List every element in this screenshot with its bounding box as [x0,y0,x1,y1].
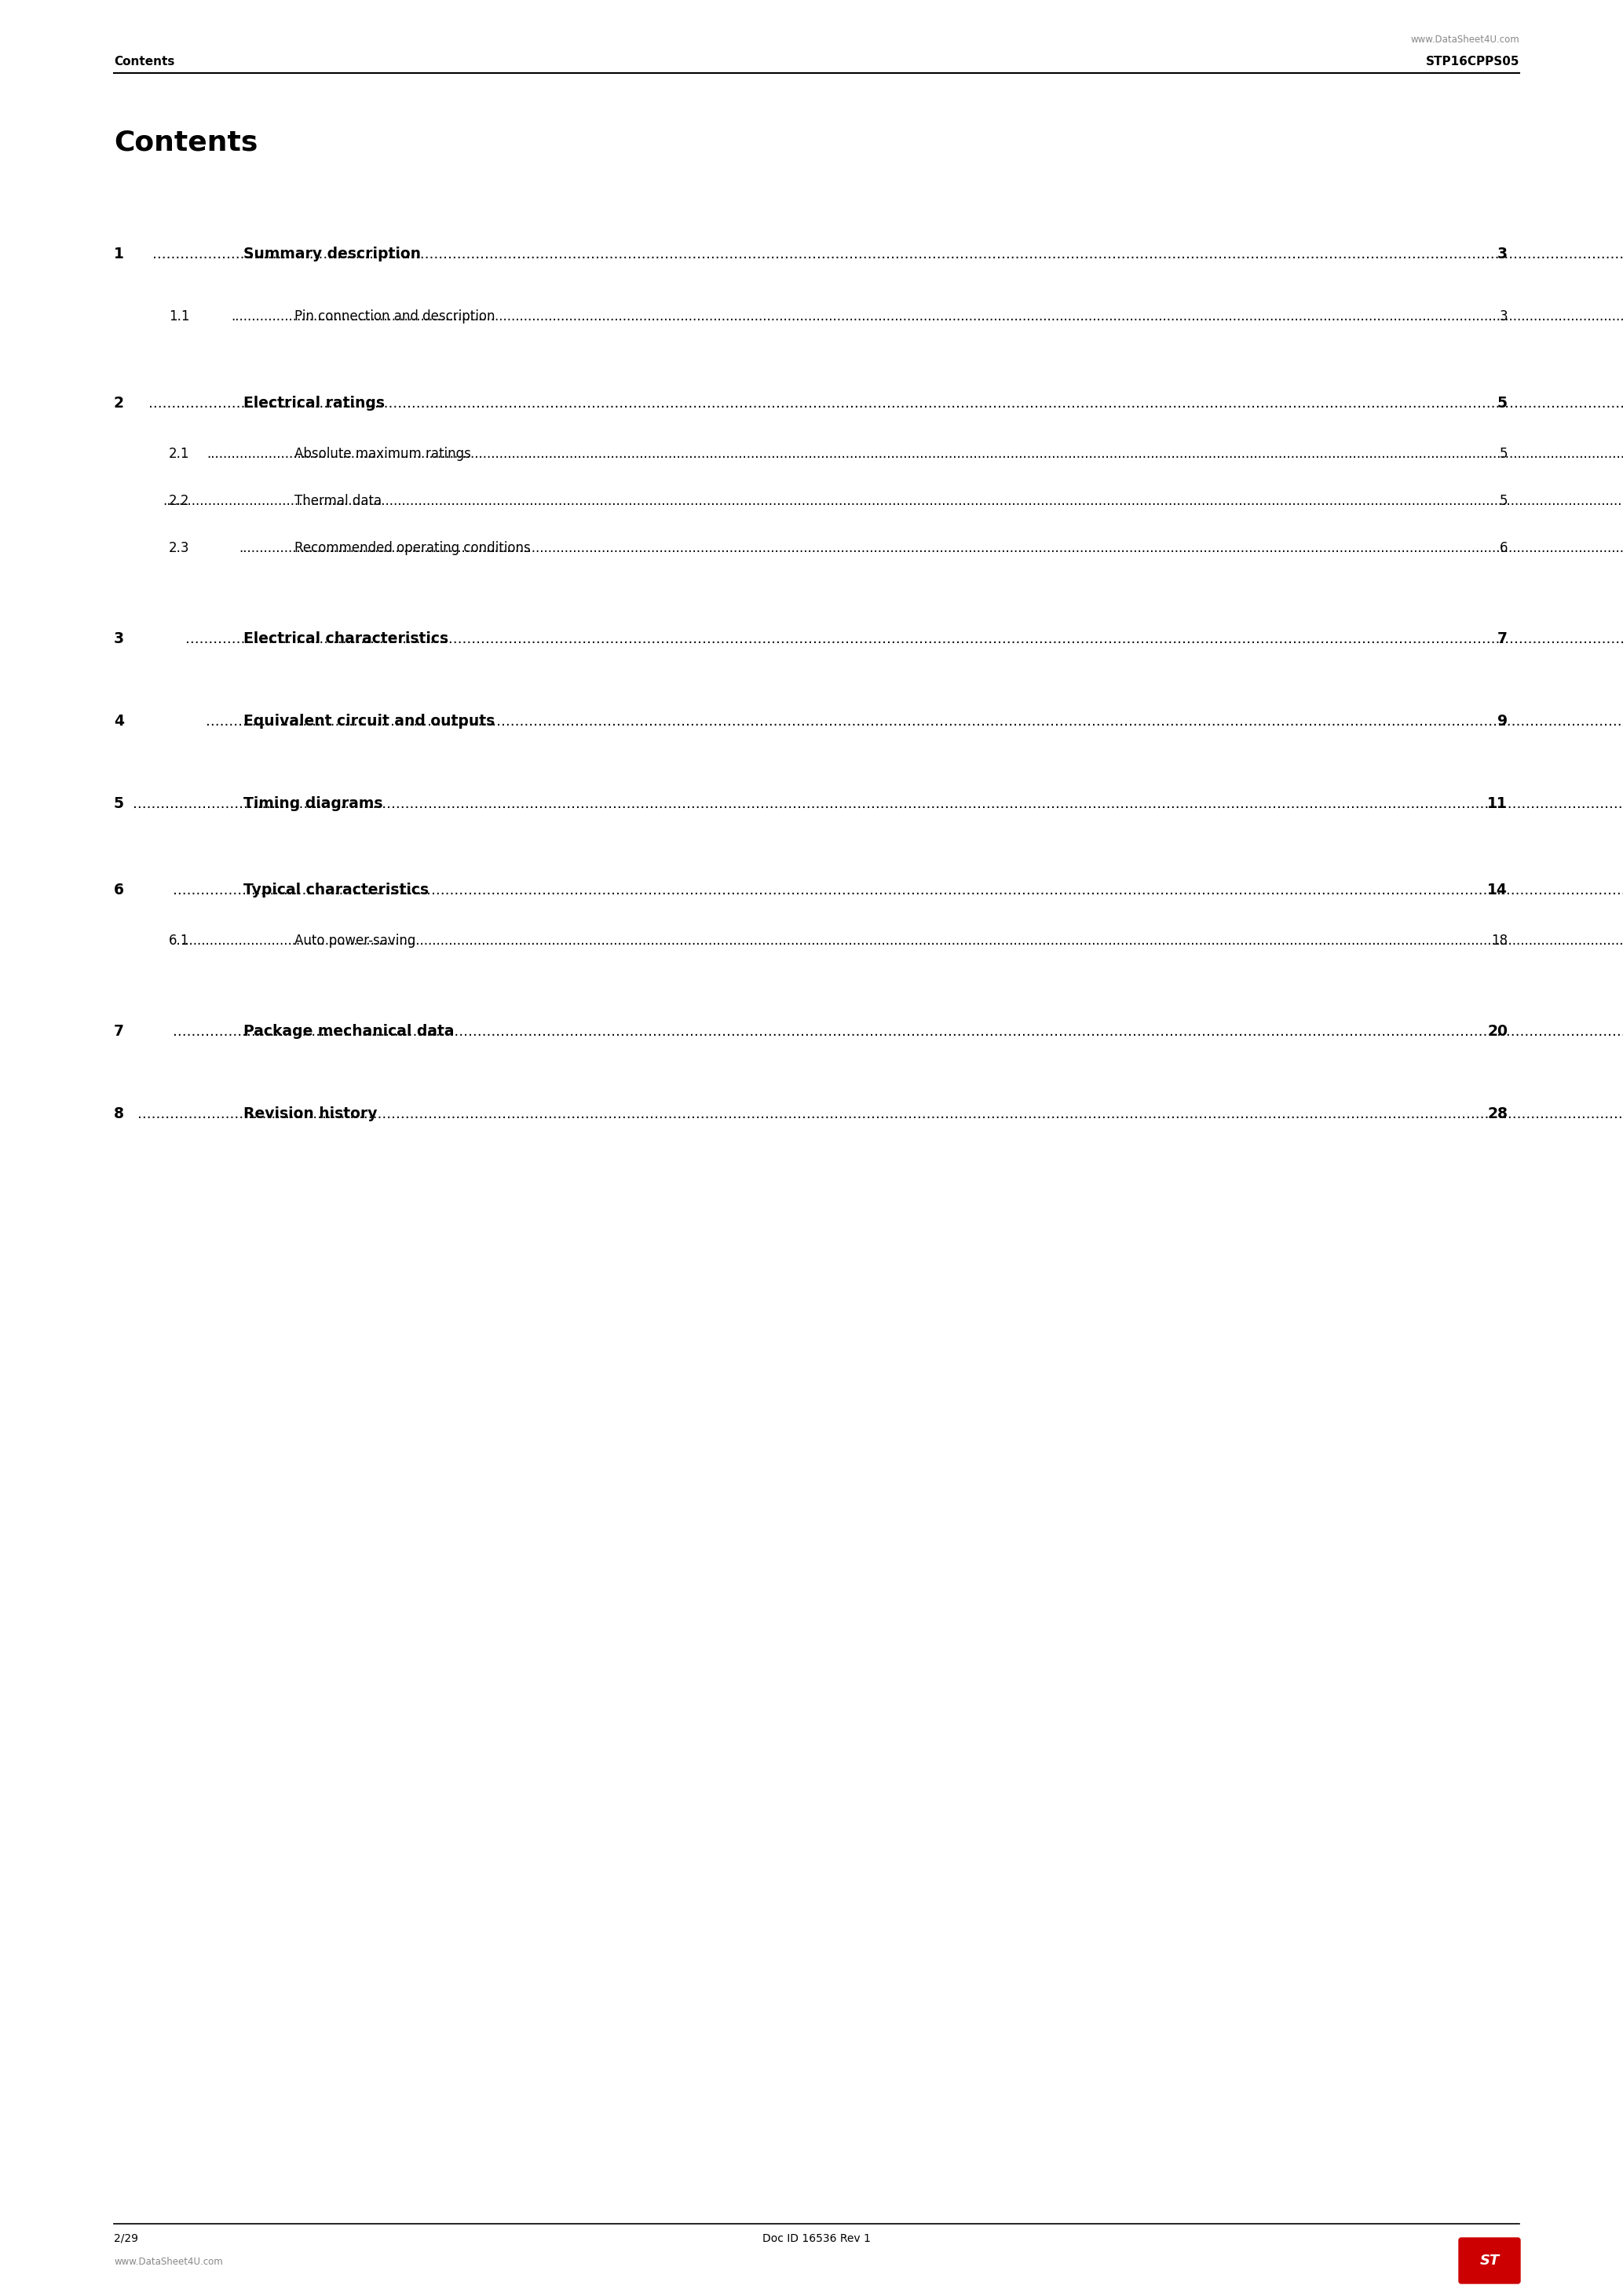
Text: 2/29: 2/29 [114,2234,138,2243]
Text: Equivalent circuit and outputs: Equivalent circuit and outputs [243,714,495,728]
Text: 1: 1 [114,246,123,262]
Text: Auto power-saving: Auto power-saving [294,934,415,948]
Text: 9: 9 [1498,714,1508,728]
Text: Revision history: Revision history [243,1107,377,1120]
Text: Electrical ratings: Electrical ratings [243,395,385,411]
Text: 20: 20 [1487,1024,1508,1038]
Text: ................................................................................: ........................................… [133,797,1623,810]
Text: ................................................................................: ........................................… [172,882,1623,898]
Text: 3: 3 [1500,310,1508,324]
Text: 7: 7 [1498,631,1508,645]
Text: Doc ID 16536 Rev 1: Doc ID 16536 Rev 1 [763,2234,870,2243]
Text: 6: 6 [1500,542,1508,556]
Text: 6: 6 [114,882,123,898]
Text: Recommended operating conditions: Recommended operating conditions [294,542,531,556]
Text: 2.1: 2.1 [169,448,190,461]
Text: ................................................................................: ........................................… [153,246,1623,262]
Text: STP16CPPS05: STP16CPPS05 [1425,55,1519,67]
Text: 5: 5 [1498,395,1508,411]
Text: 3: 3 [1498,246,1508,262]
Text: ................................................................................: ........................................… [182,934,1623,948]
Text: 3: 3 [114,631,123,645]
Text: ................................................................................: ........................................… [162,494,1623,507]
Text: 8: 8 [114,1107,123,1120]
Text: 5: 5 [114,797,123,810]
Text: 7: 7 [114,1024,123,1038]
Text: Summary description: Summary description [243,246,420,262]
Text: ................................................................................: ........................................… [239,542,1623,556]
Text: Thermal data: Thermal data [294,494,381,507]
Text: ................................................................................: ........................................… [185,631,1623,645]
Text: Pin connection and description: Pin connection and description [294,310,495,324]
Text: Package mechanical data: Package mechanical data [243,1024,454,1038]
Text: 5: 5 [1500,448,1508,461]
Text: 2.3: 2.3 [169,542,190,556]
Text: www.DataSheet4U.com: www.DataSheet4U.com [1410,34,1519,44]
Text: Contents: Contents [114,129,258,156]
Text: 1.1: 1.1 [169,310,190,324]
FancyBboxPatch shape [1459,2239,1521,2285]
Text: ................................................................................: ........................................… [206,714,1623,728]
Text: 11: 11 [1487,797,1508,810]
Text: ................................................................................: ........................................… [172,1024,1623,1038]
Text: ST: ST [1480,2255,1500,2268]
Text: 28: 28 [1487,1107,1508,1120]
Text: www.DataSheet4U.com: www.DataSheet4U.com [114,2257,222,2266]
Text: 2.2: 2.2 [169,494,190,507]
Text: Contents: Contents [114,55,175,67]
Text: ................................................................................: ........................................… [138,1107,1623,1120]
Text: ................................................................................: ........................................… [148,395,1623,411]
Text: ................................................................................: ........................................… [230,310,1623,324]
Text: 5: 5 [1500,494,1508,507]
Text: 18: 18 [1492,934,1508,948]
Text: 14: 14 [1487,882,1508,898]
Text: Timing diagrams: Timing diagrams [243,797,383,810]
Text: 2: 2 [114,395,123,411]
Text: Typical characteristics: Typical characteristics [243,882,428,898]
Text: Absolute maximum ratings: Absolute maximum ratings [294,448,471,461]
Text: Electrical characteristics: Electrical characteristics [243,631,448,645]
Text: 6.1: 6.1 [169,934,190,948]
Text: 4: 4 [114,714,123,728]
Text: ................................................................................: ........................................… [208,448,1623,461]
